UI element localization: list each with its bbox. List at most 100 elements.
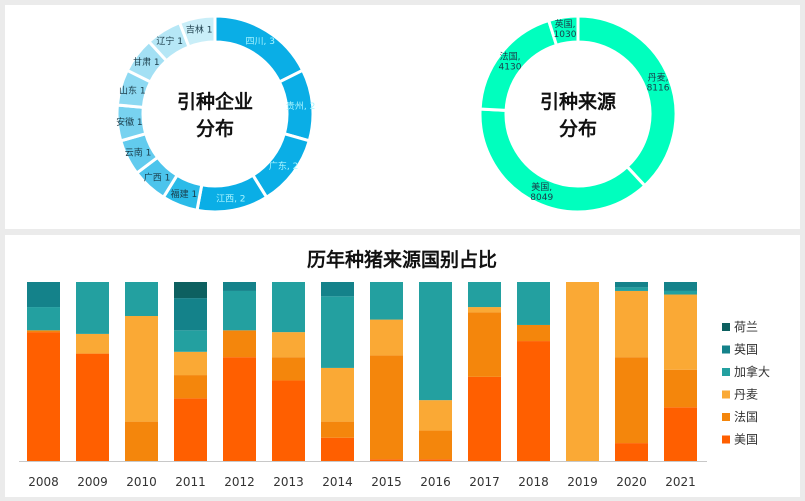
x-tick-label-2017: 2017 (469, 475, 500, 489)
slice-label-line: 江西, 2 (216, 194, 245, 205)
x-tick-label-2018: 2018 (518, 475, 549, 489)
donut-charts-panel: 四川, 3 贵州, 2 广东, 2 江西, 2 福建 1 广西 1 云南 1 安徽 1 山东 1… (5, 5, 800, 229)
slice-label-line: 4130 (499, 62, 522, 72)
legend-label-荷兰: 荷兰 (734, 320, 758, 334)
bar-segment-2020-加拿大 (615, 287, 648, 291)
donut-title-line: 引种来源 (540, 90, 616, 113)
x-tick-label-2013: 2013 (273, 475, 304, 489)
bar-segment-2020-丹麦 (615, 290, 648, 358)
slice-label-四川-3: 四川, 3 (246, 37, 275, 47)
bar-segment-2008-加拿大 (27, 307, 60, 331)
legend-swatch-加拿大 (722, 368, 730, 376)
bar-segment-2015-加拿大 (370, 282, 403, 320)
legend-swatch-英国 (722, 345, 730, 354)
slice-label-line: 8049 (530, 193, 553, 203)
bar-segment-2016-法国 (419, 430, 452, 460)
bar-segment-2014-美国 (321, 437, 354, 461)
slice-label-安徽-1: 安徽 1 (116, 116, 143, 128)
slice-label-line: 广西 1 (144, 172, 171, 184)
slice-label-吉林-1: 吉林 1 (186, 23, 213, 35)
slice-label-line: 安徽 1 (116, 116, 143, 128)
slice-label-line: 甘肃 1 (133, 56, 160, 68)
bar-segment-2013-丹麦 (272, 332, 305, 358)
bar-segment-2021-丹麦 (664, 294, 697, 370)
donut-slice-英国-1030 (546, 14, 580, 48)
bar-segment-2020-美国 (615, 443, 648, 461)
bar-segment-2015-丹麦 (370, 319, 403, 356)
slice-label-广东-2: 广东, 2 (269, 160, 298, 172)
donut-charts-svg: 四川, 3 贵州, 2 广东, 2 江西, 2 福建 1广西 1 云南 1 安徽 1 山东 1… (115, 14, 678, 214)
bar-segment-2012-加拿大 (223, 290, 256, 331)
slice-label-江西-2: 江西, 2 (216, 194, 245, 205)
bar-segment-2021-美国 (664, 407, 697, 461)
bar-segment-2020-法国 (615, 357, 648, 444)
slice-label-广西-1: 广西 1 (144, 172, 171, 184)
bar-segment-2012-法国 (223, 330, 256, 358)
slice-label-line: 云南 1 (125, 146, 152, 158)
slice-label-辽宁-1: 辽宁 1 (156, 35, 183, 47)
bar-segment-2016-加拿大 (419, 282, 452, 401)
slice-label-line: 法国, (500, 50, 521, 62)
donut-chart-2: 丹麦, 8116 美国, 8049 法国, 4130 英国, 1030 引种来源分布 (478, 14, 678, 214)
legend-label-法国: 法国 (734, 410, 758, 424)
slice-label-line: 福建 1 (171, 188, 198, 200)
bar-segment-2011-荷兰 (174, 282, 207, 299)
slice-label-line: 丹麦, (648, 71, 669, 83)
bar-segment-2021-加拿大 (664, 290, 697, 295)
slice-label-line: 英国, (555, 18, 576, 30)
x-tick-label-2015: 2015 (371, 475, 402, 489)
slice-label-line: 吉林 1 (186, 23, 213, 35)
bar-segment-2016-美国 (419, 459, 452, 461)
bar-segment-2021-英国 (664, 282, 697, 291)
bar-segment-2016-丹麦 (419, 400, 452, 431)
donut-slice-吉林-1 (177, 14, 217, 49)
bar-segment-2018-法国 (517, 324, 550, 342)
x-tick-label-2016: 2016 (420, 475, 451, 489)
slice-label-line: 贵州, 2 (286, 100, 315, 112)
slice-label-line: 辽宁 1 (156, 35, 183, 47)
legend-swatch-法国 (722, 413, 730, 421)
bar-segment-2012-英国 (223, 282, 256, 291)
legend-label-加拿大: 加拿大 (734, 364, 770, 379)
chart-title: 历年种猪来源国别占比 (307, 248, 497, 271)
bar-segment-2015-美国 (370, 459, 403, 461)
slice-label-line: 广东, 2 (269, 160, 298, 172)
bar-segment-2013-加拿大 (272, 282, 305, 333)
slice-label-云南-1: 云南 1 (125, 146, 152, 158)
donut-title-line: 分布 (559, 117, 597, 140)
bar-segment-2013-美国 (272, 380, 305, 461)
x-tick-label-2021: 2021 (665, 475, 696, 489)
slice-label-山东-1: 山东 1 (119, 84, 146, 96)
legend-swatch-丹麦 (722, 390, 730, 399)
bar-segment-2019-丹麦 (566, 282, 599, 461)
bar-segment-2011-加拿大 (174, 330, 207, 352)
slice-label-福建-1: 福建 1 (171, 188, 198, 200)
bar-segment-2017-加拿大 (468, 282, 501, 308)
bar-segment-2011-丹麦 (174, 351, 207, 376)
bar-segment-2014-英国 (321, 282, 354, 297)
slice-label-line: 山东 1 (119, 84, 146, 96)
bar-segment-2015-法国 (370, 355, 403, 460)
donut-slice-四川-3 (213, 14, 305, 84)
bar-segment-2017-丹麦 (468, 307, 501, 313)
x-tick-label-2011: 2011 (175, 475, 206, 489)
bar-segment-2018-加拿大 (517, 282, 550, 325)
x-tick-label-2010: 2010 (126, 475, 157, 489)
legend-swatch-荷兰 (722, 323, 730, 331)
legend-swatch-美国 (722, 435, 730, 444)
donut-title-line: 引种企业 (177, 90, 253, 113)
bar-segment-2018-美国 (517, 341, 550, 461)
bar-segment-2008-美国 (27, 332, 60, 461)
bar-segment-2010-加拿大 (125, 282, 158, 317)
bar-segment-2014-法国 (321, 421, 354, 438)
bar-segment-2008-法国 (27, 330, 60, 333)
bar-segment-2011-英国 (174, 298, 207, 331)
bar-segment-2011-美国 (174, 398, 207, 461)
bar-segment-2009-加拿大 (76, 282, 109, 334)
bar-segment-2012-美国 (223, 357, 256, 461)
bar-segment-2014-丹麦 (321, 367, 354, 422)
donut-title-1: 引种企业分布 (177, 90, 253, 140)
donut-title-2: 引种来源分布 (540, 90, 616, 140)
legend-label-美国: 美国 (734, 433, 758, 447)
slice-label-英国-1030: 英国, 1030 (554, 18, 577, 40)
